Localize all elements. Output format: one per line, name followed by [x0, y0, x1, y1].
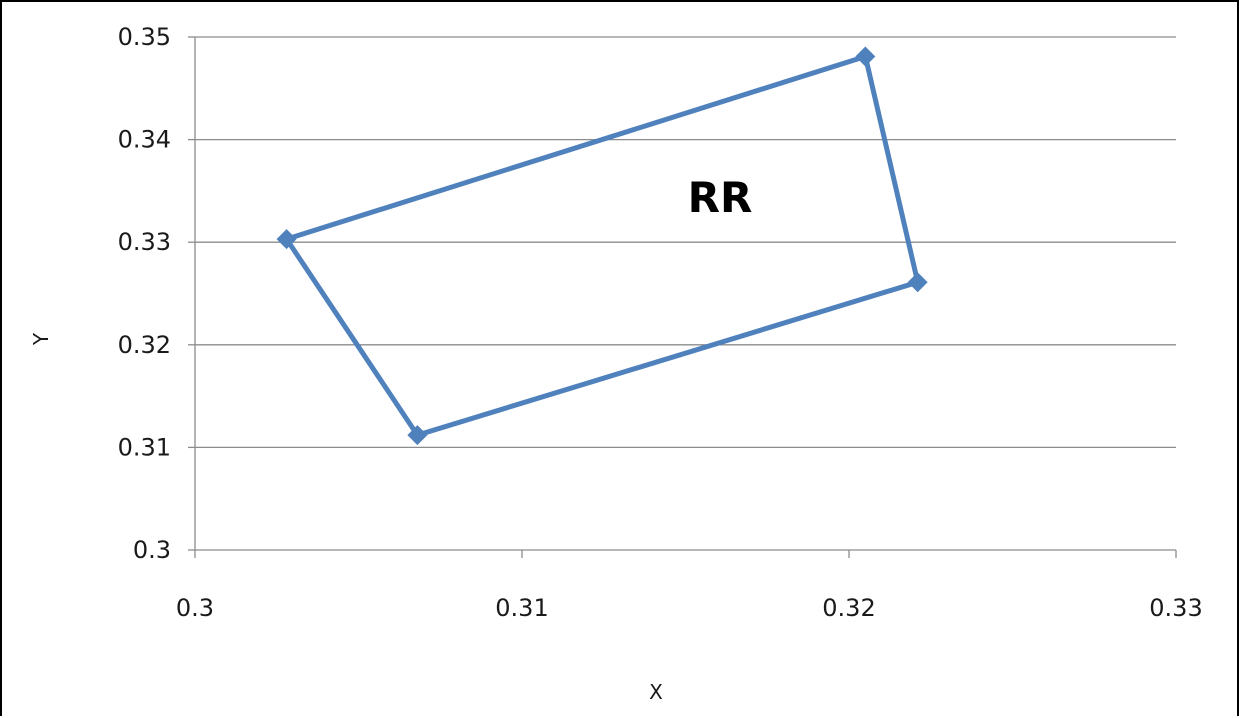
data-point	[855, 46, 876, 67]
y-tick-label: 0.35	[118, 23, 171, 51]
y-axis-title: Y	[29, 332, 53, 346]
x-axis-title: X	[649, 680, 663, 704]
data-point	[907, 272, 928, 293]
data-point	[407, 425, 428, 446]
axes	[188, 36, 1177, 558]
x-tick-labels: 0.3 0.31 0.32 0.33	[176, 594, 1203, 622]
x-tick-label: 0.31	[495, 594, 548, 622]
x-tick-label: 0.33	[1149, 594, 1202, 622]
y-tick-label: 0.34	[118, 126, 171, 154]
grid-lines	[195, 36, 1176, 449]
annotation-label: RR	[688, 173, 753, 222]
data-point	[276, 229, 297, 250]
x-tick-label: 0.3	[176, 594, 214, 622]
x-tick-label: 0.32	[822, 594, 875, 622]
y-tick-label: 0.3	[133, 536, 171, 564]
series-group	[276, 46, 928, 446]
series-line-0	[284, 54, 921, 438]
y-tick-label: 0.33	[118, 228, 171, 256]
y-tick-label: 0.32	[118, 331, 171, 359]
y-tick-label: 0.31	[118, 433, 171, 461]
y-tick-labels: 0.3 0.31 0.32 0.33 0.34 0.35	[118, 23, 171, 564]
